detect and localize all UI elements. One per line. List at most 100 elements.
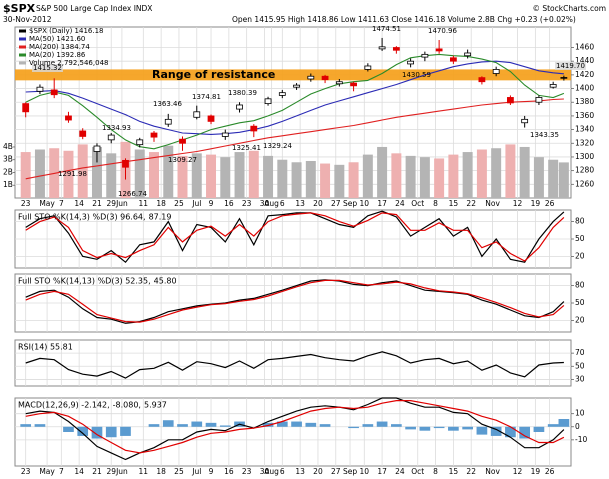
volume-bar [362,154,373,198]
histogram-bar [519,426,531,439]
x-tick-label: 26 [545,467,555,476]
volume-bar [476,149,487,198]
legend-label: Volume 2,792,546,048 [29,59,108,67]
x-tick-label: Aug [264,199,279,208]
x-tick-label: Aug [264,467,279,476]
volume-bar [206,154,217,198]
y-tick-label: 1340 [575,125,594,134]
x-tick-label: 11 [139,199,149,208]
legend-swatch [19,37,26,41]
volume-bar [533,157,544,198]
x-tick-label: 10 [360,199,370,208]
x-tick-label: 12 [513,467,523,476]
volume-bar [277,159,288,198]
legend-label: MA(20) 1392.86 [29,51,86,59]
x-tick-label: 15 [449,199,459,208]
x-tick-label: 23 [242,199,252,208]
y-tick-label: 80 [575,281,585,290]
candle-body [107,134,115,141]
x-tick-label: 29 [106,199,116,208]
histogram-bar [148,424,160,427]
legend-label: $SPX (Daily) 1416.18 [29,27,103,35]
annotation-box [32,64,63,72]
x-tick-label: Jun [115,199,128,208]
histogram-bar [376,421,388,427]
panel-title: 87.19 [149,213,172,222]
histogram-bar [348,426,359,429]
x-tick-label: Oct [411,467,424,476]
volume-bar [548,159,559,198]
price-annotation: 1343.35 [530,131,559,139]
x-tick-label: 24 [395,467,405,476]
candle-body [392,47,400,51]
candle-body [50,89,58,96]
histogram-bar [191,421,203,427]
x-tick-label: 13 [295,199,305,208]
volume-bar [334,164,345,198]
x-tick-label: May [39,199,55,208]
volume-bar [191,153,202,198]
x-tick-label: Sep [343,467,357,476]
x-tick-label: 17 [377,467,387,476]
volume-bar [391,153,402,198]
x-tick-label: 18 [156,467,166,476]
candle-body [549,84,557,88]
panel-title: MACD(12,26,9) -2.142, [18,401,110,410]
histogram-bar [533,426,545,432]
candle-body [435,48,443,52]
legend-label: MA(200) 1384.74 [29,43,90,51]
x-tick-label: 29 [106,467,116,476]
candle-body [278,92,286,96]
histogram-bar [448,426,459,431]
y-tick-label: 80 [575,217,585,226]
price-annotation: 1329.24 [263,142,292,150]
price-annotation: 1291.98 [58,170,87,178]
x-tick-label: 15 [449,467,459,476]
y-tick-label: 1420 [575,70,594,79]
histogram-bar [419,426,431,431]
histogram-bar [162,420,174,427]
x-tick-label: 7 [59,467,64,476]
histogram-bar [276,421,288,427]
quote: Open 1415.95 High 1418.86 Low 1411.63 Cl… [232,15,576,24]
volume-bar [149,152,159,198]
x-tick-label: 23 [21,467,31,476]
volume-bar [434,158,445,198]
y-tick-label: 20 [575,315,585,324]
histogram-bar [547,424,559,427]
histogram-bar [63,426,74,432]
candle-body [193,111,201,118]
price-annotation: 1419.70 [556,62,585,70]
x-tick-label: Jul [191,199,201,208]
histogram-bar [91,426,103,439]
candle-body [207,115,215,122]
price-annotation: 1363.46 [153,100,182,108]
x-tick-label: 14 [74,467,84,476]
y-tick-label: 1440 [575,56,594,65]
candle-body [22,103,30,113]
x-tick-label: 19 [531,467,541,476]
y-tick-label: 1360 [575,111,594,120]
volume-bar [505,144,516,198]
y-tick-label: 50 [575,361,585,370]
line-series [25,60,564,135]
y-tick-label: 70 [575,348,585,357]
histogram-bar [490,426,502,436]
volume-bar [291,162,302,198]
price-annotation: 1334.93 [102,124,131,132]
x-tick-label: 10 [360,467,370,476]
line-series [25,351,564,379]
histogram-bar [120,426,131,436]
candle-body [407,60,415,65]
histogram-bar [77,426,89,436]
candle-body [264,98,272,105]
x-tick-label: 27 [331,467,341,476]
x-tick-label: 7 [59,199,64,208]
histogram-bar [362,424,374,427]
y-tick-label: 1280 [575,166,594,175]
x-tick-label: 12 [513,199,523,208]
volume-bar [20,152,31,198]
x-tick-label: Nov [485,199,500,208]
x-tick-label: 22 [466,467,476,476]
candle-body [179,138,186,144]
